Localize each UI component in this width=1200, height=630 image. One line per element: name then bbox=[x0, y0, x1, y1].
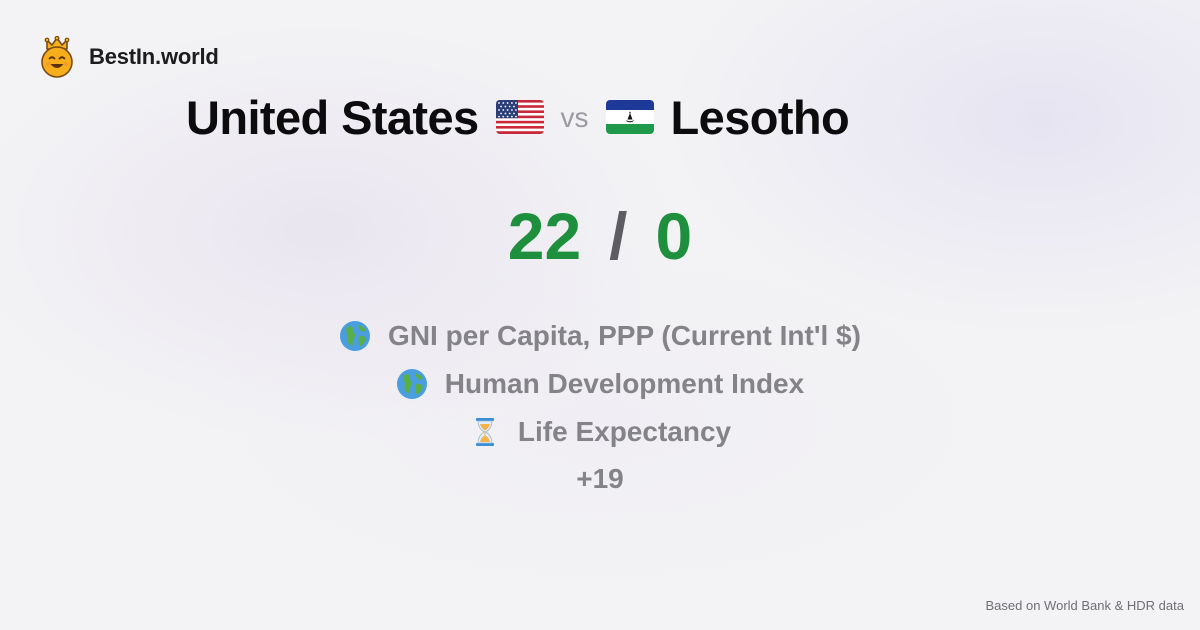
crowned-smiley-icon bbox=[41, 36, 73, 78]
comparison-title: United States vs Lesotho bbox=[186, 86, 850, 148]
metric-label: Human Development Index bbox=[444, 368, 805, 399]
metric-hdi: Human Development Index bbox=[0, 360, 1200, 408]
globe-icon bbox=[340, 321, 371, 351]
globe-icon bbox=[396, 369, 427, 399]
metric-gni: GNI per Capita, PPP (Current Int'l $) bbox=[0, 312, 1200, 360]
vs-label: vs bbox=[560, 102, 589, 133]
hourglass-icon bbox=[475, 418, 494, 446]
brand[interactable]: BestIn.world bbox=[39, 36, 219, 78]
left-score: 22 bbox=[507, 199, 582, 273]
brand-name: BestIn.world bbox=[89, 44, 219, 69]
right-country-name: Lesotho bbox=[670, 90, 850, 144]
data-source-note: Based on World Bank & HDR data bbox=[985, 598, 1184, 613]
right-score: 0 bbox=[655, 199, 693, 273]
more-metrics-count: +19 bbox=[576, 463, 624, 494]
metric-life-expectancy: Life Expectancy bbox=[0, 408, 1200, 456]
flag-ls-icon bbox=[605, 100, 654, 134]
flag-us-icon bbox=[495, 100, 544, 134]
metric-label: GNI per Capita, PPP (Current Int'l $) bbox=[388, 320, 861, 351]
score: 22 / 0 bbox=[0, 196, 1200, 276]
metric-label: Life Expectancy bbox=[517, 416, 732, 447]
left-country-name: United States bbox=[186, 90, 479, 144]
score-separator: / bbox=[609, 199, 628, 273]
metric-list: GNI per Capita, PPP (Current Int'l $) Hu… bbox=[0, 312, 1200, 456]
